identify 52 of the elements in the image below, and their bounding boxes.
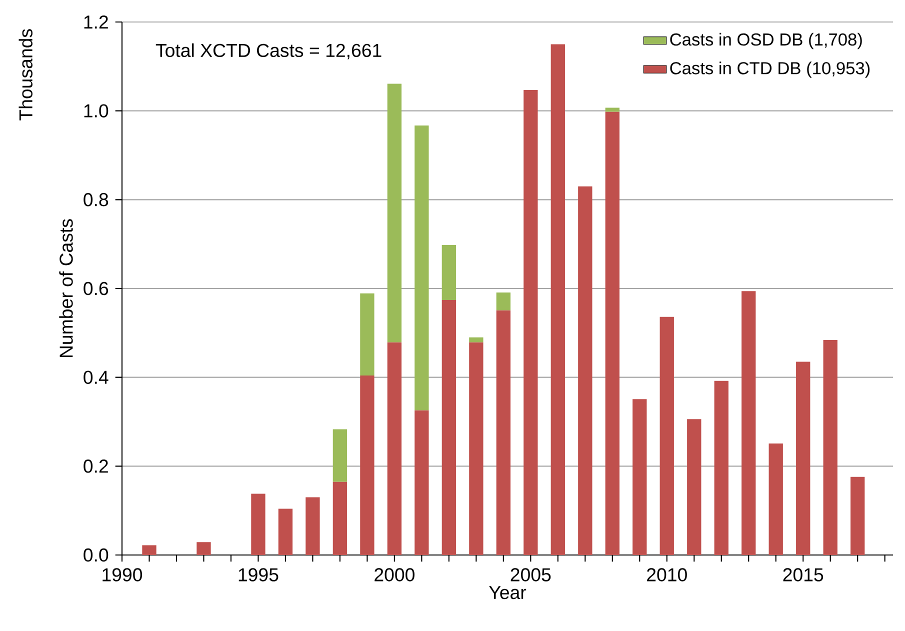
bar [278, 508, 293, 555]
bar [550, 44, 565, 555]
bar [469, 337, 484, 342]
x-tick-label: 1995 [238, 568, 278, 582]
x-tick-label: 2000 [374, 568, 414, 582]
x-tick-label: 2010 [647, 568, 687, 582]
bar [387, 84, 402, 342]
bar [742, 291, 756, 555]
bar [823, 340, 838, 555]
bar [660, 316, 674, 555]
x-axis-title: Year [489, 586, 526, 600]
y-tick-label: 0.8 [84, 193, 108, 206]
bar [687, 419, 702, 555]
x-tick-label: 2015 [783, 568, 824, 582]
bar [524, 90, 538, 555]
bar [196, 542, 211, 555]
x-tick-label: 2005 [510, 568, 551, 582]
y-tick-label: 1.2 [84, 15, 108, 29]
bar [442, 244, 456, 300]
y-tick-label: 0.4 [84, 370, 108, 384]
bar [796, 362, 810, 555]
x-tick-label: 1990 [102, 568, 142, 582]
legend-label: Casts in OSD DB (1,708) [670, 32, 862, 50]
bar [605, 108, 620, 112]
bar [360, 293, 374, 376]
bar [768, 444, 783, 555]
text: Thousands [18, 29, 32, 120]
bar [387, 342, 402, 555]
y-tick-label: 0.0 [84, 548, 108, 562]
bar [332, 429, 348, 482]
bar [469, 342, 484, 555]
bar [714, 380, 728, 555]
y-tick-label: 0.6 [84, 282, 108, 296]
y-axis-title: Number of Casts [59, 219, 73, 357]
bar [414, 410, 429, 555]
bar [850, 476, 865, 555]
bar [251, 494, 266, 555]
bar [496, 310, 511, 555]
y-tick-label: 1.0 [84, 104, 108, 118]
bar [360, 376, 374, 555]
bar [306, 497, 320, 555]
bar [496, 292, 511, 310]
bar [578, 186, 592, 555]
bar [442, 300, 456, 555]
bar [332, 482, 348, 555]
bar [605, 112, 620, 555]
bar [632, 399, 647, 555]
annotation: Total XCTD Casts = 12,661 [156, 43, 382, 60]
y-tick-label: 0.2 [84, 460, 108, 473]
bar [414, 125, 429, 410]
legend-label: Casts in CTD DB (10,953) [670, 62, 870, 78]
bar [142, 545, 156, 555]
